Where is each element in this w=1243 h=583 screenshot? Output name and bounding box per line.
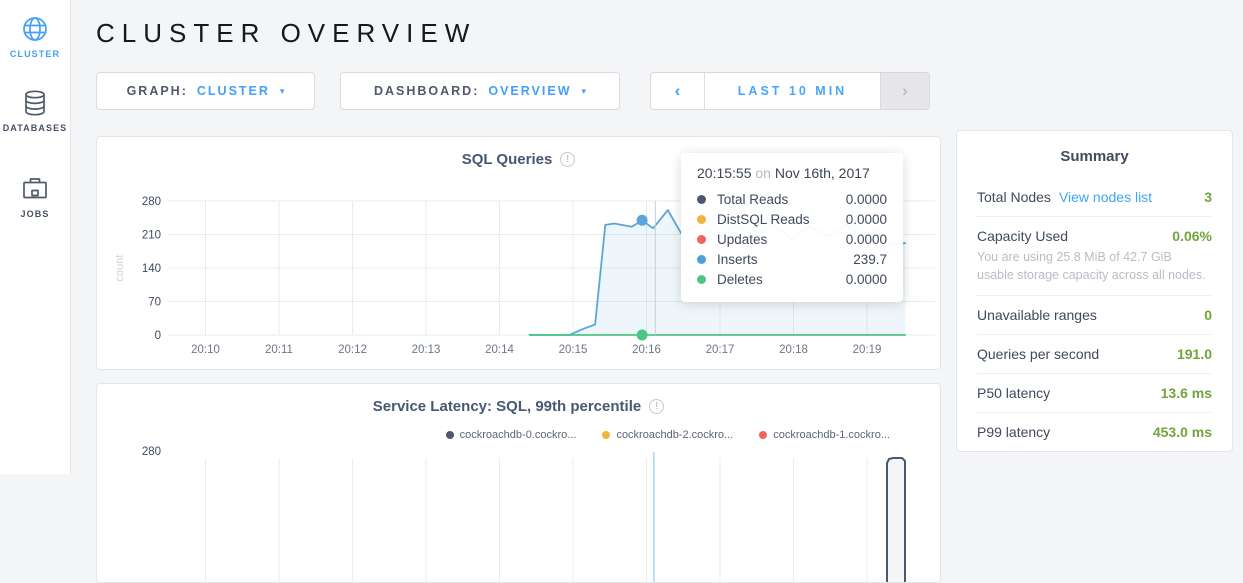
- sidebar: CLUSTER DATABASES JOBS: [0, 0, 71, 474]
- unavailable-ranges-value: 0: [1204, 307, 1212, 324]
- time-next-button-disabled[interactable]: ›: [880, 73, 929, 109]
- tooltip-row-inserts: Inserts 239.7: [697, 249, 887, 269]
- sql-queries-header: SQL Queries !: [97, 151, 940, 168]
- tooltip-timestamp: 20:15:55 on Nov 16th, 2017: [697, 165, 870, 181]
- series-line-node0-partial: [886, 457, 906, 582]
- summary-row-qps: Queries per second 191.0: [977, 335, 1212, 375]
- series-dot-total-reads: [697, 194, 706, 204]
- x-axis-tick-label: 20:13: [412, 344, 441, 356]
- capacity-used-subtext: You are using 25.8 MiB of 42.7 GiB usabl…: [977, 250, 1206, 283]
- sidebar-item-databases[interactable]: DATABASES: [0, 59, 70, 133]
- service-latency-header: Service Latency: SQL, 99th percentile !: [97, 398, 940, 415]
- sidebar-label-jobs: JOBS: [20, 209, 50, 219]
- service-latency-title: Service Latency: SQL, 99th percentile: [372, 398, 642, 415]
- y-axis-tick-label: 210: [142, 230, 161, 242]
- graph-dropdown-value: CLUSTER: [196, 84, 270, 98]
- sidebar-item-cluster[interactable]: CLUSTER: [0, 0, 70, 59]
- summary-row-total-nodes: Total Nodes View nodes list 3: [977, 178, 1212, 217]
- time-window-selector: ‹ LAST 10 MIN ›: [650, 72, 930, 110]
- tooltip-row-distsql-reads: DistSQL Reads 0.0000: [697, 209, 887, 229]
- y-axis-unit-label: count: [114, 255, 126, 282]
- sidebar-item-jobs[interactable]: JOBS: [0, 133, 70, 219]
- caret-down-icon: ▾: [581, 85, 587, 96]
- time-prev-button[interactable]: ‹: [651, 73, 705, 109]
- summary-row-unavailable-ranges: Unavailable ranges 0: [977, 296, 1212, 336]
- series-dot-distsql-reads: [697, 214, 706, 224]
- p99-latency-value: 453.0 ms: [1152, 424, 1212, 441]
- hover-marker-inserts: [636, 214, 648, 226]
- summary-row-p50: P50 latency 13.6 ms: [977, 374, 1212, 414]
- caret-down-icon: ▾: [279, 85, 285, 96]
- total-nodes-value: 3: [1204, 189, 1212, 205]
- legend-dot-node2: [602, 431, 611, 439]
- controls-bar: GRAPH: CLUSTER ▾ DASHBOARD: OVERVIEW ▾ ‹…: [96, 72, 930, 110]
- database-icon: [25, 90, 45, 116]
- legend-dot-node0: [445, 431, 454, 439]
- x-axis-tick-label: 20:19: [853, 344, 882, 356]
- view-nodes-list-link[interactable]: View nodes list: [1058, 189, 1153, 205]
- service-latency-legend: cockroachdb-0.cockro... cockroachdb-2.co…: [445, 429, 890, 441]
- legend-dot-node1: [759, 431, 768, 439]
- x-axis-tick-label: 20:18: [779, 344, 808, 356]
- y-axis-tick-label: 70: [148, 297, 161, 309]
- summary-title: Summary: [1060, 148, 1129, 165]
- page-title: CLUSTER OVERVIEW: [96, 18, 477, 48]
- info-icon[interactable]: !: [560, 152, 576, 167]
- legend-item-node2[interactable]: cockroachdb-2.cockro...: [602, 429, 733, 441]
- y-axis-tick-label: 140: [142, 263, 161, 275]
- tooltip-row-deletes: Deletes 0.0000: [697, 269, 887, 289]
- service-latency-chart-card: Service Latency: SQL, 99th percentile ! …: [96, 383, 941, 583]
- x-axis-tick-label: 20:15: [559, 344, 588, 356]
- x-axis-tick-label: 20:10: [191, 344, 220, 356]
- chevron-left-icon: ‹: [674, 81, 681, 100]
- legend-item-node1[interactable]: cockroachdb-1.cockro...: [759, 429, 890, 441]
- sql-queries-chart-card: SQL Queries ! 0 70 140 210 280 20:10 20:11 20:1…: [96, 136, 941, 370]
- sidebar-label-cluster: CLUSTER: [9, 49, 61, 59]
- chart-hover-tooltip: 20:15:55 on Nov 16th, 2017 Total Reads 0…: [681, 153, 903, 302]
- x-axis-tick-label: 20:12: [338, 344, 367, 356]
- summary-panel: Summary Total Nodes View nodes list 3 Ca…: [956, 130, 1233, 453]
- y-axis-tick-label: 0: [155, 330, 161, 342]
- summary-row-p99: P99 latency 453.0 ms: [977, 424, 1212, 441]
- capacity-used-value: 0.06%: [1172, 228, 1212, 244]
- charts-column: SQL Queries ! 0 70 140 210 280 20:10 20:11 20:1…: [96, 136, 941, 583]
- info-icon[interactable]: !: [649, 399, 665, 414]
- series-dot-updates: [697, 234, 706, 244]
- p50-latency-value: 13.6 ms: [1160, 385, 1212, 402]
- tooltip-row-total-reads: Total Reads 0.0000: [697, 189, 887, 209]
- graph-dropdown-label: GRAPH:: [126, 84, 188, 98]
- sql-queries-title: SQL Queries: [461, 151, 553, 168]
- chevron-right-icon: ›: [902, 81, 908, 100]
- x-axis-tick-label: 20:17: [706, 344, 735, 356]
- legend-item-node0[interactable]: cockroachdb-0.cockro...: [445, 429, 576, 441]
- qps-value: 191.0: [1176, 346, 1212, 363]
- briefcase-icon: [23, 178, 47, 199]
- graph-dropdown[interactable]: GRAPH: CLUSTER ▾: [96, 72, 315, 110]
- y-axis-tick-label: 280: [142, 196, 161, 208]
- time-window-label[interactable]: LAST 10 MIN: [737, 84, 848, 98]
- series-dot-inserts: [697, 254, 706, 264]
- tooltip-row-updates: Updates 0.0000: [697, 229, 887, 249]
- main-content: CLUSTER OVERVIEW GRAPH: CLUSTER ▾ DASHBO…: [71, 0, 1243, 583]
- dashboard-dropdown[interactable]: DASHBOARD: OVERVIEW ▾: [340, 72, 620, 110]
- sidebar-label-databases: DATABASES: [2, 123, 68, 133]
- dashboard-dropdown-label: DASHBOARD:: [373, 84, 480, 98]
- summary-row-capacity-used: Capacity Used 0.06% You are using 25.8 M…: [977, 217, 1212, 297]
- globe-icon: [23, 17, 47, 41]
- hover-marker-deletes: [636, 329, 648, 341]
- x-axis-tick-label: 20:11: [265, 344, 293, 356]
- y-axis-tick-label: 280: [142, 446, 161, 458]
- dashboard-dropdown-value: OVERVIEW: [488, 84, 572, 98]
- x-axis-tick-label: 20:14: [485, 344, 514, 356]
- x-axis-tick-label: 20:16: [632, 344, 661, 356]
- series-dot-deletes: [697, 274, 706, 284]
